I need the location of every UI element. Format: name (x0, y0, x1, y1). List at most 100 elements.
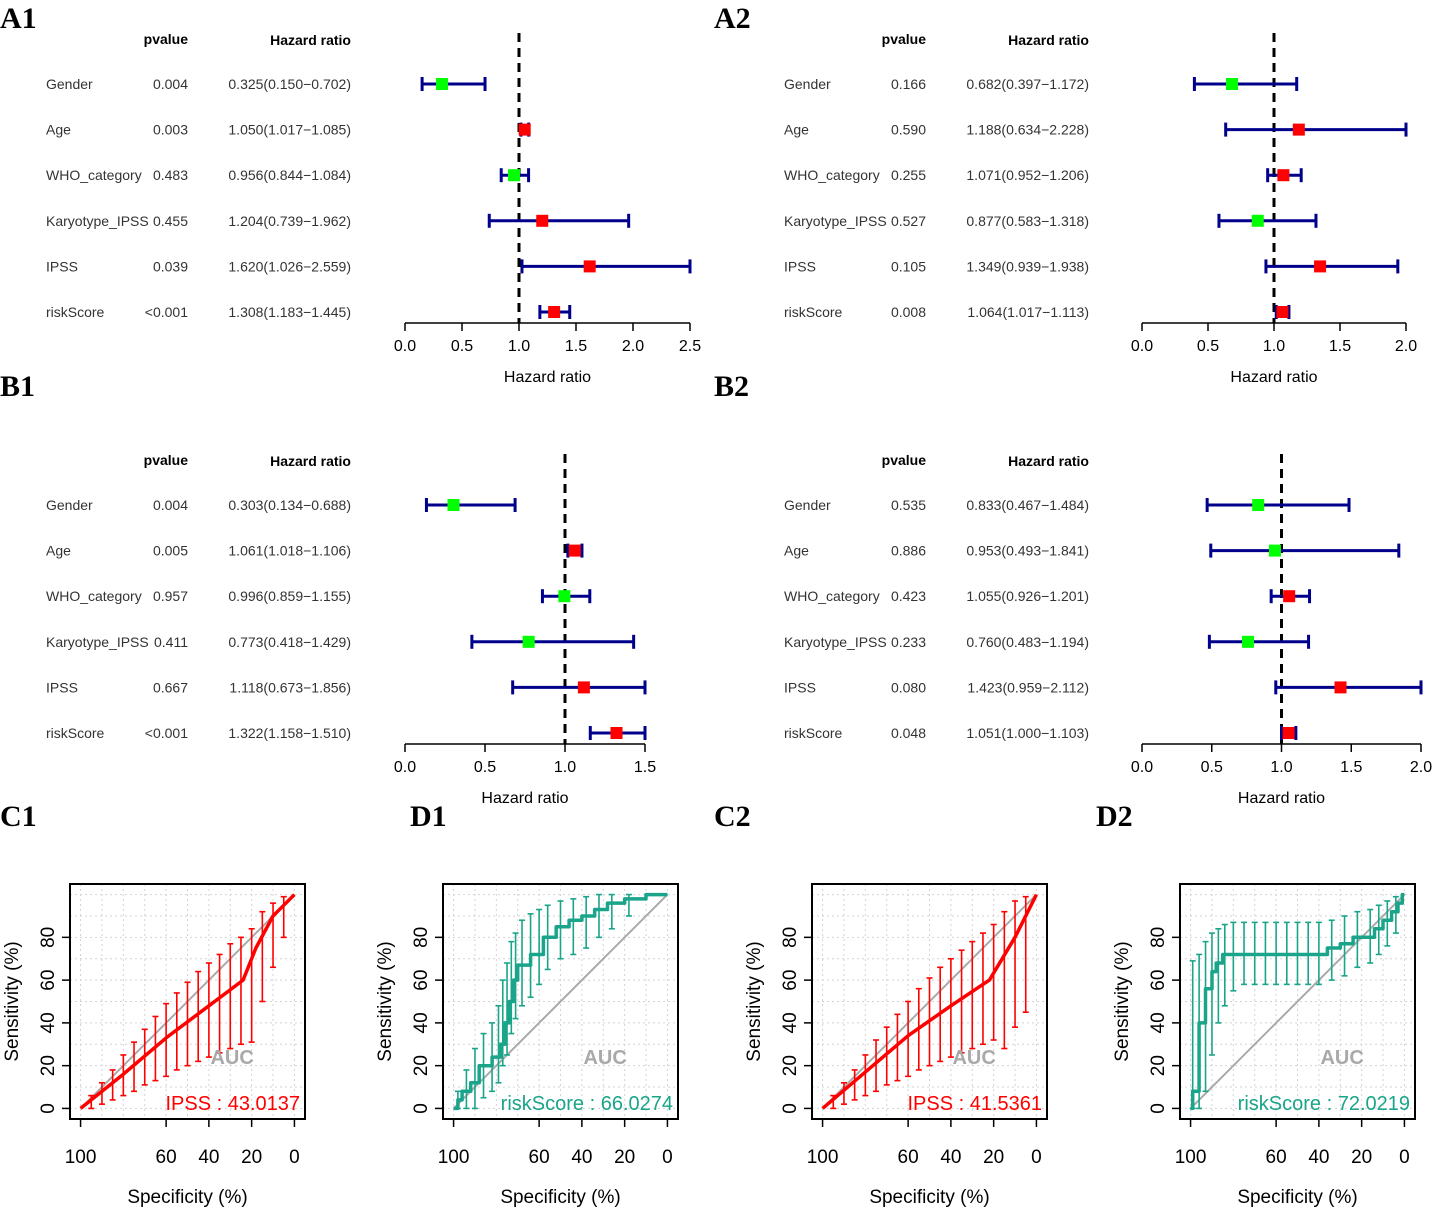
y-axis-label: Sensitivity (%) (375, 941, 396, 1061)
hazard-ratio-point (1334, 681, 1347, 694)
auc-title: AUC (210, 1047, 253, 1069)
x-tick-label: 2.0 (622, 338, 644, 355)
x-tick-label: 1.5 (1340, 759, 1362, 776)
x-tick-label: 20 (1351, 1147, 1372, 1168)
x-tick-label: 0 (289, 1147, 300, 1168)
x-tick-label: 60 (156, 1147, 177, 1168)
x-tick-label: 0.0 (1131, 338, 1153, 355)
hazard-ratio-point (558, 590, 571, 603)
pvalue-value: 0.423 (891, 588, 926, 604)
pvalue-value: 0.957 (153, 588, 188, 604)
x-tick-label: 1.0 (1263, 338, 1285, 355)
panel-label: C2 (714, 800, 751, 833)
variable-label: Age (784, 122, 809, 138)
hazard-ratio-point (1252, 499, 1265, 511)
x-tick-label: 20 (241, 1147, 262, 1168)
x-tick-label: 40 (198, 1147, 219, 1168)
x-tick-label: 100 (1175, 1147, 1207, 1168)
hazard-ratio-value: 1.071(0.952−1.206) (966, 167, 1089, 183)
pvalue-value: 0.535 (891, 497, 926, 513)
hazard-ratio-point (1292, 123, 1305, 136)
auc-value: riskScore : 72.0219 (1238, 1093, 1410, 1115)
panel-label: D1 (410, 800, 447, 833)
hazard-ratio-value: 0.956(0.844−1.084) (228, 167, 351, 183)
y-tick-label: 20 (1148, 1055, 1169, 1076)
roc-plot-C1: C1 AUC IPSS : 43.0137 0 20 40 60 80 100 60 40 20 0 Sp… (0, 800, 306, 1208)
pvalue-value: <0.001 (145, 725, 188, 741)
panel-label: C1 (0, 800, 37, 833)
y-tick-label: 60 (780, 970, 801, 991)
x-tick-label: 1.0 (508, 338, 530, 355)
y-tick-label: 0 (38, 1103, 59, 1114)
variable-label: WHO_category (784, 167, 880, 183)
y-tick-label: 0 (780, 1103, 801, 1114)
y-tick-label: 80 (411, 927, 432, 948)
pvalue-value: 0.004 (153, 497, 188, 513)
pvalue-value: 0.590 (891, 122, 926, 138)
variable-label: IPSS (46, 258, 78, 274)
hazard-ratio-value: 1.188(0.634−2.228) (966, 122, 1089, 138)
roc-curve (79, 893, 296, 1110)
x-tick-label: 0 (1399, 1147, 1410, 1168)
x-tick-label: 20 (983, 1147, 1004, 1168)
hazard-ratio-point (1314, 260, 1327, 273)
x-tick-label: 2.0 (1395, 338, 1417, 355)
x-tick-label: 0.5 (451, 338, 473, 355)
hazard-ratio-point (436, 78, 449, 90)
hazard-ratio-header: Hazard ratio (270, 32, 351, 48)
x-tick-label: 100 (438, 1147, 470, 1168)
variable-label: Karyotype_IPSS (784, 213, 887, 229)
hazard-ratio-point (447, 499, 460, 511)
variable-label: riskScore (46, 725, 105, 741)
hazard-ratio-point (536, 214, 549, 227)
hazard-ratio-value: 1.620(1.026−2.559) (228, 258, 351, 274)
x-tick-label: 0 (1031, 1147, 1042, 1168)
hazard-ratio-value: 0.325(0.150−0.702) (228, 76, 351, 92)
pvalue-value: 0.233 (891, 634, 926, 650)
auc-title: AUC (952, 1047, 995, 1069)
forest-plot-A2: A2 pvalue Hazard ratio Gender 0.166 0.682(0.3… (714, 2, 1417, 386)
y-tick-label: 40 (38, 1012, 59, 1033)
variable-label: IPSS (784, 679, 816, 695)
roc-curve (1190, 892, 1405, 1111)
variable-label: IPSS (784, 258, 816, 274)
pvalue-value: 0.166 (891, 76, 926, 92)
plot-frame (442, 883, 679, 1120)
variable-label: Gender (46, 497, 93, 513)
variable-label: riskScore (784, 725, 843, 741)
variable-label: Karyotype_IPSS (46, 213, 149, 229)
hazard-ratio-point (583, 260, 596, 273)
pvalue-value: 0.255 (891, 167, 926, 183)
roc-plot-C2: C2 AUC IPSS : 41.5361 0 20 40 60 80 100 60 40 20 0 Sp… (714, 800, 1048, 1208)
panel-label: A2 (714, 2, 751, 35)
variable-label: riskScore (46, 304, 105, 320)
chance-diagonal (1189, 893, 1406, 1110)
pvalue-value: 0.039 (153, 258, 188, 274)
y-axis-label: Sensitivity (%) (2, 941, 23, 1061)
hazard-ratio-value: 0.996(0.859−1.155) (228, 588, 351, 604)
x-tick-label: 0.5 (1201, 759, 1223, 776)
forest-plot-B1: B1 pvalue Hazard ratio Gender 0.004 0.303(0.1… (0, 370, 656, 807)
y-tick-label: 40 (1148, 1012, 1169, 1033)
pvalue-value: 0.455 (153, 213, 188, 229)
hazard-ratio-header: Hazard ratio (1008, 32, 1089, 48)
panel-label: B1 (0, 370, 35, 403)
auc-title: AUC (1320, 1047, 1363, 1069)
pvalue-value: 0.667 (153, 679, 188, 695)
hazard-ratio-point (522, 635, 535, 648)
auc-value: IPSS : 41.5361 (907, 1093, 1042, 1115)
variable-label: IPSS (46, 679, 78, 695)
hazard-ratio-value: 1.061(1.018−1.106) (228, 543, 351, 559)
pvalue-value: 0.527 (891, 213, 926, 229)
hazard-ratio-point (1242, 635, 1255, 648)
x-tick-label: 40 (1308, 1147, 1329, 1168)
y-axis-label: Sensitivity (%) (1112, 941, 1133, 1061)
hazard-ratio-header: Hazard ratio (270, 453, 351, 469)
auc-title: AUC (583, 1047, 626, 1069)
pvalue-value: 0.886 (891, 543, 926, 559)
forest-plot-A1: A1 pvalue Hazard ratio Gender 0.004 0.325(0.1… (0, 2, 701, 386)
variable-label: Age (784, 543, 809, 559)
y-tick-label: 60 (1148, 970, 1169, 991)
variable-label: WHO_category (46, 588, 142, 604)
x-tick-label: 1.5 (565, 338, 587, 355)
